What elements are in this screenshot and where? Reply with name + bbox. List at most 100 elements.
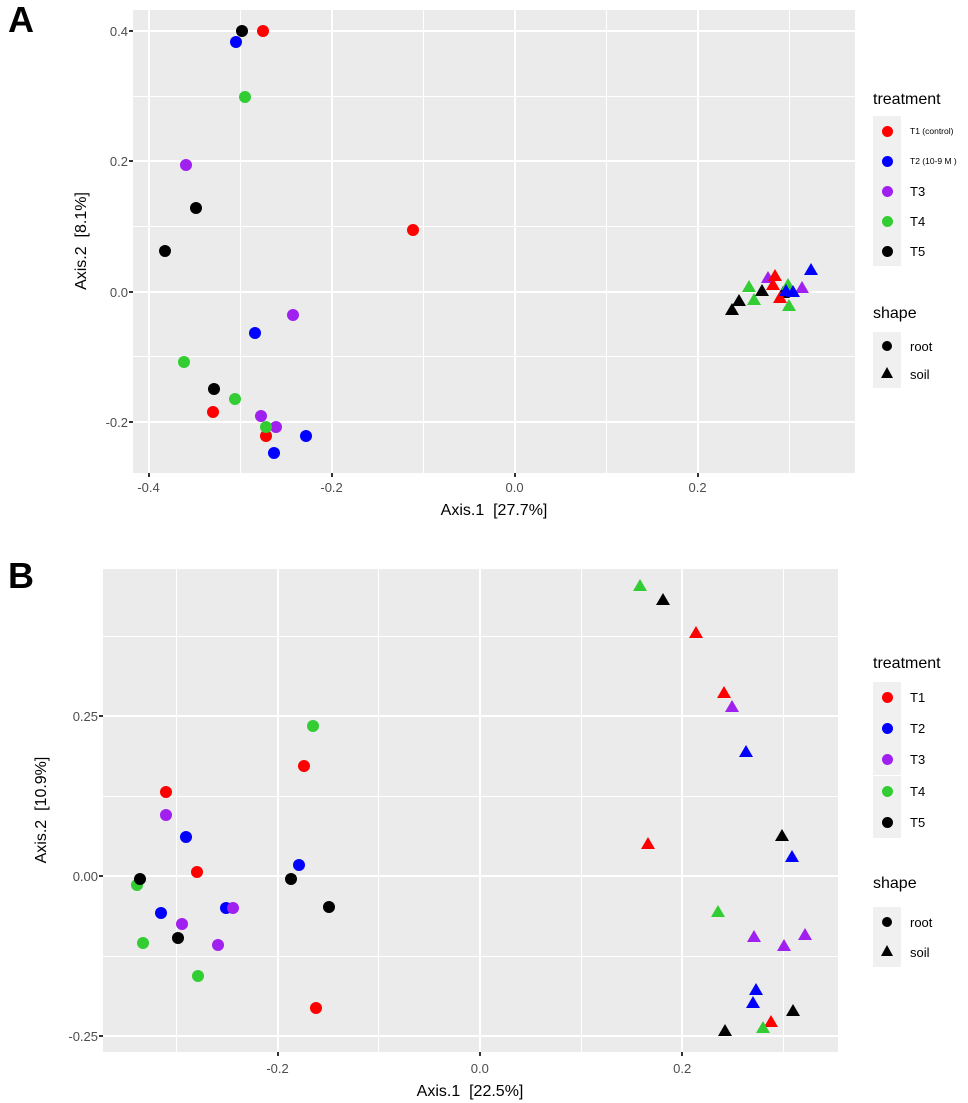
minor-gridline-horizontal	[103, 955, 838, 957]
y-tick-mark	[99, 875, 103, 878]
legend-treatment-item-label: T3	[910, 183, 926, 199]
legend-swatch-icon	[881, 723, 893, 734]
point-T3-root	[211, 939, 224, 952]
legend-swatch-icon	[881, 786, 893, 797]
point-T5-soil	[754, 283, 769, 296]
point-T4-root	[259, 420, 272, 433]
minor-gridline-horizontal	[103, 795, 838, 797]
major-gridline-vertical	[478, 569, 481, 1052]
point-T2-root	[299, 430, 312, 443]
point-T2-root	[267, 447, 280, 460]
point-T1-root	[190, 866, 203, 879]
legend-swatch-icon	[881, 125, 893, 137]
point-T4-root	[136, 936, 149, 949]
point-T1-root	[206, 406, 219, 419]
point-T5-root	[323, 901, 336, 913]
legend-treatment-item-label: T5	[910, 815, 926, 830]
point-T2-root	[292, 858, 305, 871]
minor-gridline-vertical	[580, 569, 582, 1052]
x-tick-label: 0.2	[673, 1061, 692, 1076]
major-gridline-vertical	[276, 569, 279, 1052]
legend-shape-item-label: root	[910, 914, 933, 930]
legend-shape-item-label: root	[910, 338, 933, 354]
point-T4-root	[178, 356, 191, 369]
major-gridline-vertical	[513, 10, 516, 473]
point-T3-root	[287, 309, 300, 322]
point-T2-root	[230, 35, 243, 48]
point-T3-soil	[797, 928, 812, 941]
legend-shape-item-label: soil	[910, 366, 930, 382]
legend-treatment-item-label: T3	[910, 752, 926, 767]
point-T5-soil	[655, 592, 670, 605]
point-T5-root	[172, 932, 185, 945]
legend-swatch-icon	[881, 817, 893, 828]
point-T3-soil	[747, 930, 762, 943]
point-T2-soil	[738, 744, 753, 757]
minor-gridline-vertical	[239, 10, 241, 473]
point-T4-root	[306, 719, 319, 732]
major-gridline-horizontal	[133, 29, 855, 32]
minor-gridline-vertical	[605, 10, 607, 473]
y-tick-label: 0.0	[109, 284, 128, 300]
point-T5-soil	[775, 828, 790, 841]
legend-treatment-title: treatment	[873, 91, 941, 108]
point-T5-soil	[725, 302, 740, 315]
minor-gridline-vertical	[378, 569, 380, 1052]
panel-b-label: B	[8, 555, 34, 596]
legend-root-circle-icon	[882, 917, 892, 927]
point-T2-soil	[749, 983, 764, 996]
y-tick-mark	[99, 1035, 103, 1038]
y-tick-mark	[129, 290, 133, 293]
point-T2-root	[180, 830, 193, 843]
legend-treatment-item-label: T4	[910, 784, 926, 799]
x-tick-mark	[513, 473, 516, 477]
y-tick-label: 0.2	[109, 154, 128, 170]
legend-soil-triangle-icon	[881, 367, 893, 379]
major-gridline-horizontal	[103, 1035, 838, 1038]
major-gridline-horizontal	[133, 290, 855, 293]
x-tick-mark	[276, 1052, 279, 1056]
panel-b-x-axis-title: Axis.1 [22.5%]	[416, 1083, 524, 1100]
legend-soil-triangle-icon	[881, 945, 893, 957]
y-tick-label: 0.4	[109, 23, 128, 39]
legend-treatment-item-label: T2 (10-9 M )	[910, 155, 957, 166]
point-T4-soil	[632, 579, 647, 592]
point-T1-root	[309, 1002, 322, 1015]
point-T1-soil	[640, 836, 655, 849]
legend-swatch-icon	[881, 754, 893, 765]
y-tick-mark	[129, 29, 133, 32]
x-tick-label: 0.2	[688, 480, 707, 495]
point-T3-root	[180, 159, 193, 172]
x-tick-label: 0.0	[505, 480, 524, 495]
y-tick-label: -0.2	[105, 415, 128, 431]
x-tick-label: -0.2	[320, 480, 343, 495]
x-tick-mark	[696, 473, 699, 477]
minor-gridline-vertical	[422, 10, 424, 473]
x-tick-label: -0.2	[266, 1061, 289, 1076]
legend-shape-title: shape	[873, 305, 917, 322]
point-T4-soil	[710, 905, 725, 918]
legend-swatch-icon	[881, 245, 893, 257]
point-T5-root	[207, 382, 220, 395]
point-T3-soil	[777, 938, 792, 951]
point-T2-soil	[779, 283, 794, 296]
point-T5-soil	[786, 1003, 801, 1016]
minor-gridline-vertical	[782, 569, 784, 1052]
legend-swatch-icon	[881, 155, 893, 167]
major-gridline-horizontal	[103, 875, 838, 878]
x-tick-mark	[681, 1052, 684, 1056]
panel-a-x-axis-title: Axis.1 [27.7%]	[440, 502, 548, 519]
major-gridline-horizontal	[133, 421, 855, 424]
major-gridline-vertical	[147, 10, 150, 473]
point-T1-root	[160, 786, 173, 799]
point-T3-root	[227, 901, 239, 914]
point-T5-soil	[717, 1024, 732, 1037]
legend-treatment-item-label: T2	[910, 721, 926, 736]
point-T4-soil	[747, 292, 762, 305]
point-T3-root	[176, 917, 189, 930]
major-gridline-horizontal	[103, 715, 838, 718]
point-T1-soil	[689, 625, 704, 638]
point-T5-root	[159, 245, 172, 258]
legend-treatment-item-label: T1	[910, 690, 926, 705]
